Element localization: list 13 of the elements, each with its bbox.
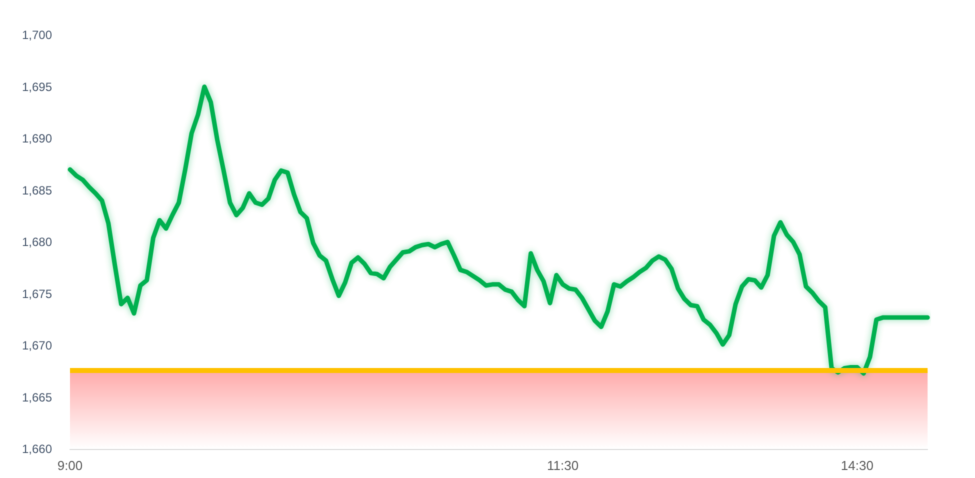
x-tick-label: 11:30 (547, 458, 579, 473)
y-tick-label: 1,675 (22, 286, 52, 301)
x-tick-label: 9:00 (57, 458, 83, 473)
y-tick-label: 1,665 (22, 390, 52, 404)
y-tick-label: 1,660 (22, 442, 52, 456)
line-series (68, 84, 930, 376)
y-tick-label: 1,670 (22, 338, 52, 352)
y-tick-label: 1,695 (22, 80, 52, 94)
y-tick-label: 1,685 (22, 183, 52, 198)
y-tick-label: 1,700 (22, 28, 52, 42)
y-tick-label: 1,690 (22, 132, 52, 146)
y-tick-label: 1,680 (22, 235, 52, 249)
x-tick-label: 14:30 (840, 458, 874, 473)
